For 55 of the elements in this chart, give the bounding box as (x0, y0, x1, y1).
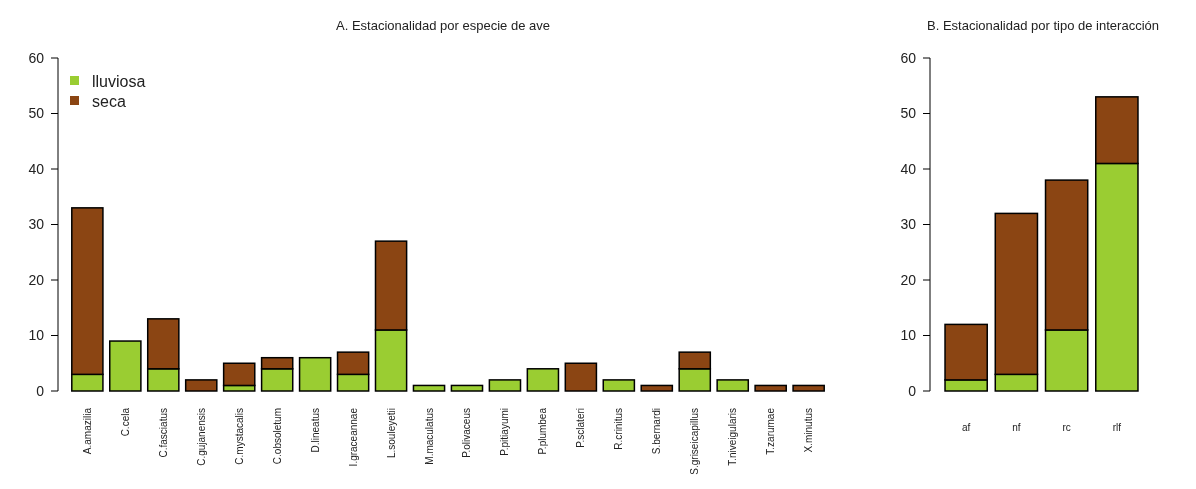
x-tick-label: C.cela (119, 407, 131, 437)
x-tick-label: P.plumbea (537, 407, 549, 455)
bar (184, 379, 218, 392)
x-tick-label: M.maculatus (423, 408, 435, 465)
bar (792, 384, 825, 392)
x-tick-label: L.souleyetii (385, 408, 397, 459)
y-tick-label: 50 (28, 105, 45, 122)
y-tick-label: 60 (900, 49, 917, 66)
y-tick-label: 0 (36, 382, 45, 399)
chart-title: A. Estacionalidad por especie de ave (336, 18, 550, 33)
x-tick-label: T.niveigularis (727, 408, 739, 466)
x-tick-label: X.minutus (803, 408, 815, 453)
x-tick-label: I.graceannae (347, 407, 359, 467)
x-tick-label: A.amazilia (81, 407, 93, 455)
x-tick-label: S.griseicapillus (689, 408, 701, 475)
y-tick-label: 50 (900, 105, 917, 122)
bar (412, 384, 446, 392)
bar (109, 340, 142, 392)
bar (640, 384, 674, 392)
bar (488, 379, 522, 392)
y-tick-label: 10 (28, 327, 45, 344)
y-tick-label: 40 (900, 160, 917, 177)
x-tick-label: rc (1062, 422, 1071, 433)
bar (450, 384, 484, 392)
legend-label: lluviosa (92, 72, 146, 90)
y-tick-label: 20 (28, 271, 45, 288)
x-tick-label: af (961, 422, 971, 433)
y-tick-label: 40 (28, 160, 45, 177)
legend-label: seca (92, 92, 126, 110)
x-tick-label: R.crinitus (613, 408, 625, 450)
x-tick-label: P.sclateri (575, 408, 587, 448)
x-tick-label: rlf (1112, 422, 1122, 433)
x-tick-label: C.fasciatus (157, 408, 169, 458)
x-tick-label: P.olivaceus (461, 408, 473, 458)
bar (754, 384, 787, 392)
chart-title: B. Estacionalidad por tipo de interacción (927, 18, 1159, 33)
bar (298, 356, 332, 392)
x-tick-label: C.obsoletum (271, 408, 283, 465)
x-tick-label: D.lineatus (309, 408, 321, 453)
y-tick-label: 60 (28, 49, 45, 66)
x-tick-label: S.bernardi (651, 408, 663, 455)
x-tick-label: P.pitiayumi (499, 408, 511, 456)
x-tick-label: T.zarumae (765, 407, 777, 455)
y-tick-label: 20 (900, 271, 917, 288)
y-tick-label: 0 (908, 382, 917, 399)
bar (526, 368, 560, 392)
bar (564, 362, 598, 392)
y-tick-label: 10 (900, 327, 917, 344)
bar (716, 379, 750, 392)
x-tick-label: nf (1012, 422, 1021, 433)
x-tick-label: C.mystacalis (233, 408, 245, 465)
y-tick-label: 30 (900, 216, 917, 233)
y-tick-label: 30 (28, 216, 45, 233)
bar (602, 379, 636, 392)
x-tick-label: C.gujanensis (195, 408, 207, 466)
